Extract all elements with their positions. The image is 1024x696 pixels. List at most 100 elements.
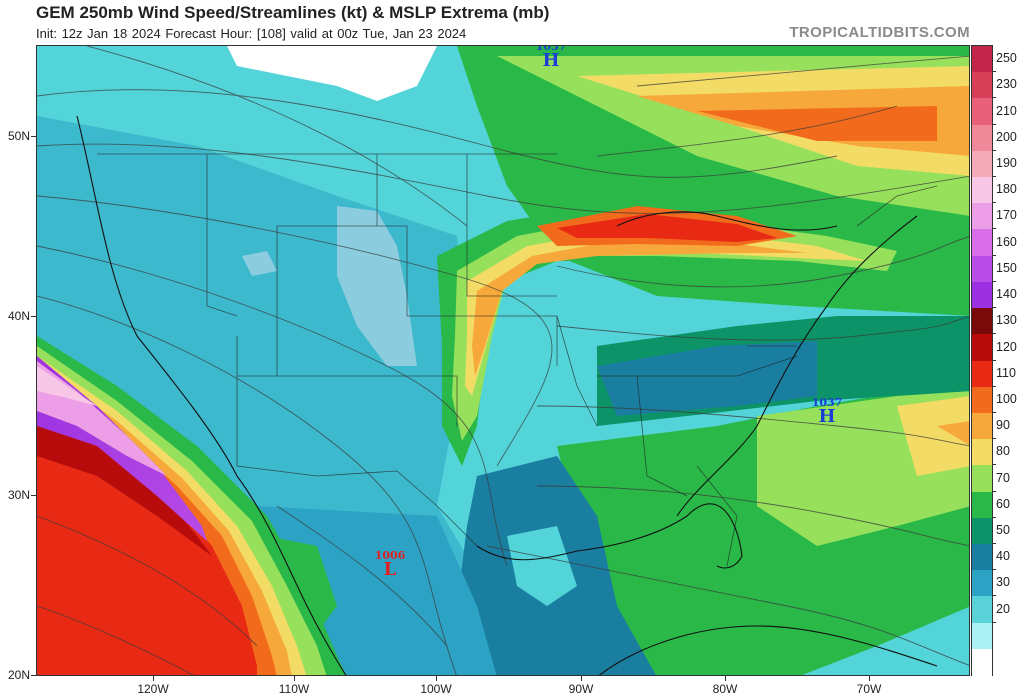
colorbar-tick — [992, 123, 996, 125]
colorbar-tick — [992, 621, 996, 623]
colorbar-tick — [992, 333, 996, 335]
colorbar-tick — [992, 176, 996, 178]
colorbar-segment — [972, 229, 992, 257]
chart-title: GEM 250mb Wind Speed/Streamlines (kt) & … — [36, 3, 550, 22]
high-pressure-letter: H — [818, 406, 836, 427]
colorbar-segment — [972, 491, 992, 519]
latitude-tick — [31, 675, 36, 676]
longitude-label: 100W — [420, 682, 452, 696]
colorbar-tick — [992, 254, 996, 256]
colorbar-tick — [992, 516, 996, 518]
colorbar-label: 230 — [996, 77, 1017, 92]
colorbar-segment — [972, 412, 992, 440]
colorbar-tick — [992, 228, 996, 230]
weather-map: 1037 H 1037 H 1006 L — [36, 45, 970, 676]
colorbar-tick — [992, 595, 996, 597]
longitude-tick — [725, 676, 726, 681]
colorbar-segment — [972, 360, 992, 388]
colorbar-label: 150 — [996, 260, 1017, 275]
high-pressure-marker: 1037 H — [531, 45, 571, 71]
colorbar-label: 30 — [996, 575, 1010, 590]
longitude-tick — [153, 676, 154, 681]
pressure-value: 1006 — [374, 549, 406, 562]
colorbar-segment — [972, 543, 992, 571]
colorbar-label: 70 — [996, 470, 1010, 485]
longitude-label: 70W — [856, 682, 882, 696]
colorbar-segment — [972, 622, 992, 650]
wind-speed-colorbar — [971, 45, 993, 676]
colorbar-label: 180 — [996, 182, 1017, 197]
colorbar-label: 130 — [996, 313, 1017, 328]
colorbar-tick — [992, 569, 996, 571]
colorbar-segment — [972, 334, 992, 362]
colorbar-label: 20 — [996, 601, 1010, 616]
colorbar-segment — [972, 439, 992, 466]
colorbar-label: 90 — [996, 418, 1010, 433]
colorbar-tick — [992, 490, 996, 492]
wind-speed-field — [37, 46, 969, 675]
brand-watermark: TROPICALTIDBITS.COM — [789, 24, 970, 41]
colorbar-label: 170 — [996, 208, 1017, 223]
colorbar-tick — [992, 438, 996, 440]
colorbar-segment — [972, 72, 992, 99]
longitude-tick — [869, 676, 870, 681]
colorbar-segment — [972, 570, 992, 597]
colorbar-tick — [992, 542, 996, 544]
colorbar-label: 40 — [996, 549, 1010, 564]
colorbar-label: 60 — [996, 496, 1010, 511]
colorbar-segment — [972, 177, 992, 204]
colorbar-label: 100 — [996, 391, 1017, 406]
pressure-value: 1037 — [811, 396, 843, 409]
colorbar-tick — [992, 280, 996, 282]
latitude-tick — [31, 316, 36, 317]
longitude-label: 110W — [278, 682, 310, 696]
colorbar-segment — [972, 386, 992, 414]
colorbar-segment — [972, 46, 992, 73]
latitude-tick — [31, 495, 36, 496]
longitude-tick — [436, 676, 437, 681]
longitude-tick — [294, 676, 295, 681]
longitude-label: 80W — [712, 682, 738, 696]
colorbar-label: 120 — [996, 339, 1017, 354]
init-forecast-valid-line: Init: 12z Jan 18 2024 Forecast Hour: [10… — [36, 26, 467, 41]
colorbar-label: 50 — [996, 522, 1010, 537]
colorbar-segment — [972, 648, 992, 676]
longitude-label: 120W — [137, 682, 169, 696]
colorbar-tick — [992, 97, 996, 99]
colorbar-segment — [972, 281, 992, 309]
high-pressure-letter: H — [542, 50, 560, 71]
colorbar-label: 160 — [996, 234, 1017, 249]
high-pressure-marker: 1037 H — [807, 397, 847, 426]
colorbar-tick — [992, 307, 996, 309]
low-pressure-marker: 1006 L — [370, 550, 410, 579]
latitude-label: 30N — [7, 488, 30, 502]
colorbar-segment — [972, 308, 992, 335]
colorbar-label: 190 — [996, 156, 1017, 171]
colorbar-segment — [972, 465, 992, 493]
colorbar-tick — [992, 464, 996, 466]
colorbar-tick — [992, 385, 996, 387]
colorbar-label: 110 — [996, 365, 1016, 380]
colorbar-segment — [972, 98, 992, 126]
colorbar-segment — [972, 255, 992, 283]
latitude-label: 50N — [7, 129, 30, 143]
colorbar-tick — [992, 202, 996, 204]
colorbar-label: 200 — [996, 129, 1017, 144]
colorbar-label: 250 — [996, 51, 1017, 66]
low-pressure-letter: L — [383, 559, 397, 580]
colorbar-tick — [992, 359, 996, 361]
colorbar-label: 140 — [996, 287, 1017, 302]
pressure-value: 1037 — [535, 45, 567, 53]
colorbar-tick — [992, 71, 996, 73]
latitude-label: 40N — [7, 309, 30, 323]
latitude-label: 20N — [7, 668, 30, 682]
colorbar-segment — [972, 203, 992, 231]
longitude-label: 90W — [568, 682, 594, 696]
colorbar-label: 80 — [996, 444, 1010, 459]
latitude-tick — [31, 136, 36, 137]
colorbar-tick — [992, 149, 996, 151]
longitude-tick — [581, 676, 582, 681]
colorbar-tick — [992, 411, 996, 413]
colorbar-segment — [972, 124, 992, 152]
colorbar-segment — [972, 596, 992, 624]
